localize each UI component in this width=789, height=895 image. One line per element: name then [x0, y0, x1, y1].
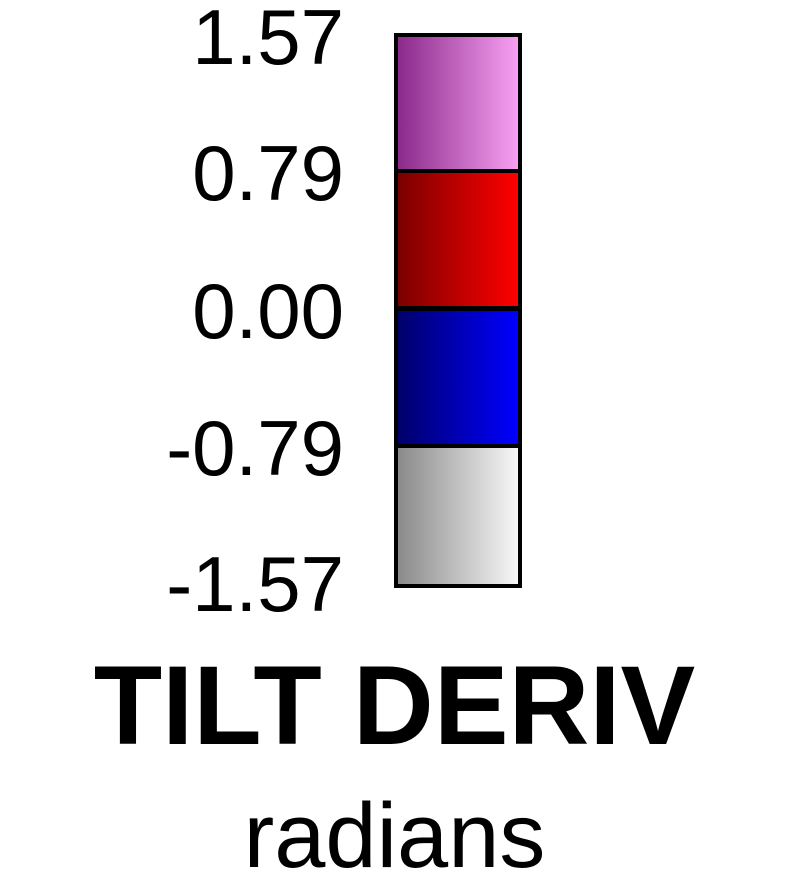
- tick-label: -1.57: [166, 540, 344, 628]
- color-bin-3: [398, 448, 518, 584]
- legend-unit: radians: [243, 785, 546, 887]
- colorbar: [394, 33, 522, 588]
- tick-label: 0.00: [192, 266, 344, 355]
- tick-label: -0.79: [166, 404, 344, 493]
- color-bin-1: [398, 172, 518, 311]
- color-bin-2: [398, 310, 518, 449]
- color-bin-0: [398, 37, 518, 173]
- legend-title: TILT DERIV: [93, 643, 696, 768]
- tick-label: 1.57: [192, 0, 344, 81]
- tick-label: 0.79: [192, 128, 344, 217]
